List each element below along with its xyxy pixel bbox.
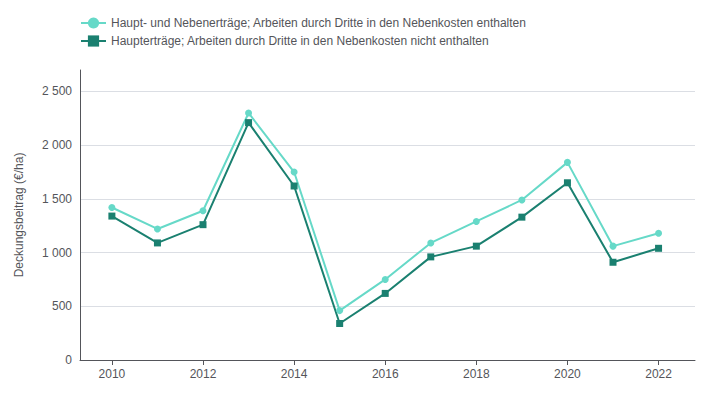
svg-text:Deckungsbeitrag (€/ha): Deckungsbeitrag (€/ha) — [12, 153, 26, 278]
svg-text:Haupterträge; Arbeiten durch D: Haupterträge; Arbeiten durch Dritte in d… — [111, 34, 489, 48]
svg-text:2014: 2014 — [281, 367, 308, 381]
svg-text:2 000: 2 000 — [42, 138, 72, 152]
svg-text:1 000: 1 000 — [42, 246, 72, 260]
svg-text:Haupt- und Nebenerträge; Arbei: Haupt- und Nebenerträge; Arbeiten durch … — [111, 16, 526, 30]
svg-text:2010: 2010 — [99, 367, 126, 381]
svg-text:2020: 2020 — [554, 367, 581, 381]
svg-text:2016: 2016 — [372, 367, 399, 381]
svg-text:500: 500 — [52, 299, 72, 313]
svg-text:2018: 2018 — [463, 367, 490, 381]
svg-text:1 500: 1 500 — [42, 192, 72, 206]
svg-text:2022: 2022 — [645, 367, 672, 381]
svg-text:0: 0 — [65, 353, 72, 367]
svg-text:2012: 2012 — [190, 367, 217, 381]
svg-text:2 500: 2 500 — [42, 84, 72, 98]
